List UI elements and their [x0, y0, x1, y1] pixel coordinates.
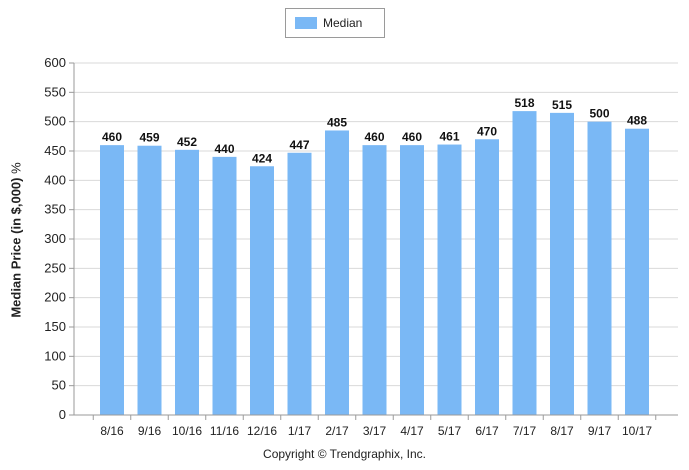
data-label: 500 [589, 107, 609, 121]
data-label: 461 [439, 130, 459, 144]
bar [175, 149, 199, 415]
bar [250, 166, 274, 415]
data-label: 459 [139, 131, 159, 145]
x-tick-label: 10/17 [622, 424, 652, 438]
bar [512, 111, 537, 416]
bar [400, 145, 424, 415]
data-label: 447 [289, 138, 309, 152]
y-tick-label: 350 [44, 202, 66, 217]
legend-label: Median [323, 16, 363, 30]
y-tick-label: 400 [44, 172, 66, 187]
bar [325, 130, 349, 415]
data-label: 460 [102, 130, 122, 144]
y-tick-label: 0 [59, 407, 66, 422]
x-tick-label: 4/17 [400, 424, 424, 438]
x-tick-label: 10/16 [172, 424, 202, 438]
bar [587, 121, 612, 416]
y-axis-title-text: Median Price (in $,000) [8, 177, 24, 318]
data-label: 440 [214, 142, 234, 156]
data-label: 518 [514, 96, 534, 110]
x-tick-label: 8/17 [550, 424, 574, 438]
x-tick-label: 12/16 [247, 424, 277, 438]
bar [362, 145, 387, 415]
x-tick-label: 9/17 [588, 424, 612, 438]
data-label: 485 [327, 115, 347, 129]
y-tick-label: 300 [44, 231, 66, 246]
bar [212, 156, 237, 415]
y-tick-label: 100 [44, 348, 66, 363]
x-tick-label: 1/17 [288, 424, 312, 438]
y-tick-label: 200 [44, 290, 66, 305]
data-label: 488 [627, 114, 647, 128]
bar [100, 145, 124, 415]
y-tick-label: 50 [52, 378, 66, 393]
legend-swatch [295, 17, 317, 29]
bars [100, 111, 649, 416]
y-axis-title-unit: % [8, 162, 24, 174]
data-label: 460 [364, 130, 384, 144]
bar [287, 152, 312, 415]
x-axis-ticks: 8/16 9/16 10/16 11/16 12/16 1/17 2/17 3/17 4/17 5… [92, 415, 657, 438]
bar [137, 145, 162, 415]
data-label: 424 [252, 151, 272, 165]
bar [475, 139, 499, 415]
y-tick-label: 150 [44, 319, 66, 334]
legend: Median [285, 8, 385, 38]
y-axis-ticks: 0 50 100 150 200 250 300 350 400 450 500 550 600 [44, 55, 74, 422]
data-label: 515 [552, 98, 572, 112]
y-tick-label: 600 [44, 55, 66, 70]
x-tick-label: 5/17 [438, 424, 462, 438]
x-tick-label: 6/17 [475, 424, 499, 438]
copyright-text: Copyright © Trendgraphix, Inc. [263, 447, 426, 461]
y-axis-title: Median Price (in $,000) % [9, 162, 24, 317]
x-tick-label: 2/17 [325, 424, 349, 438]
axes [73, 63, 678, 416]
y-tick-label: 500 [44, 114, 66, 129]
x-tick-label: 8/16 [100, 424, 124, 438]
data-labels: 460 459 452 440 424 447 485 460 460 461 470 518 515 5… [102, 96, 647, 165]
data-label: 470 [477, 124, 497, 138]
y-tick-label: 550 [44, 84, 66, 99]
x-tick-label: 3/17 [363, 424, 387, 438]
y-tick-label: 250 [44, 260, 66, 275]
bar [625, 128, 649, 415]
x-tick-label: 11/16 [210, 424, 239, 438]
x-tick-label: 9/16 [138, 424, 162, 438]
y-tick-label: 450 [44, 143, 66, 158]
data-label: 452 [177, 135, 197, 149]
bar [437, 144, 462, 415]
x-tick-label: 7/17 [513, 424, 537, 438]
bar [550, 112, 574, 415]
data-label: 460 [402, 130, 422, 144]
